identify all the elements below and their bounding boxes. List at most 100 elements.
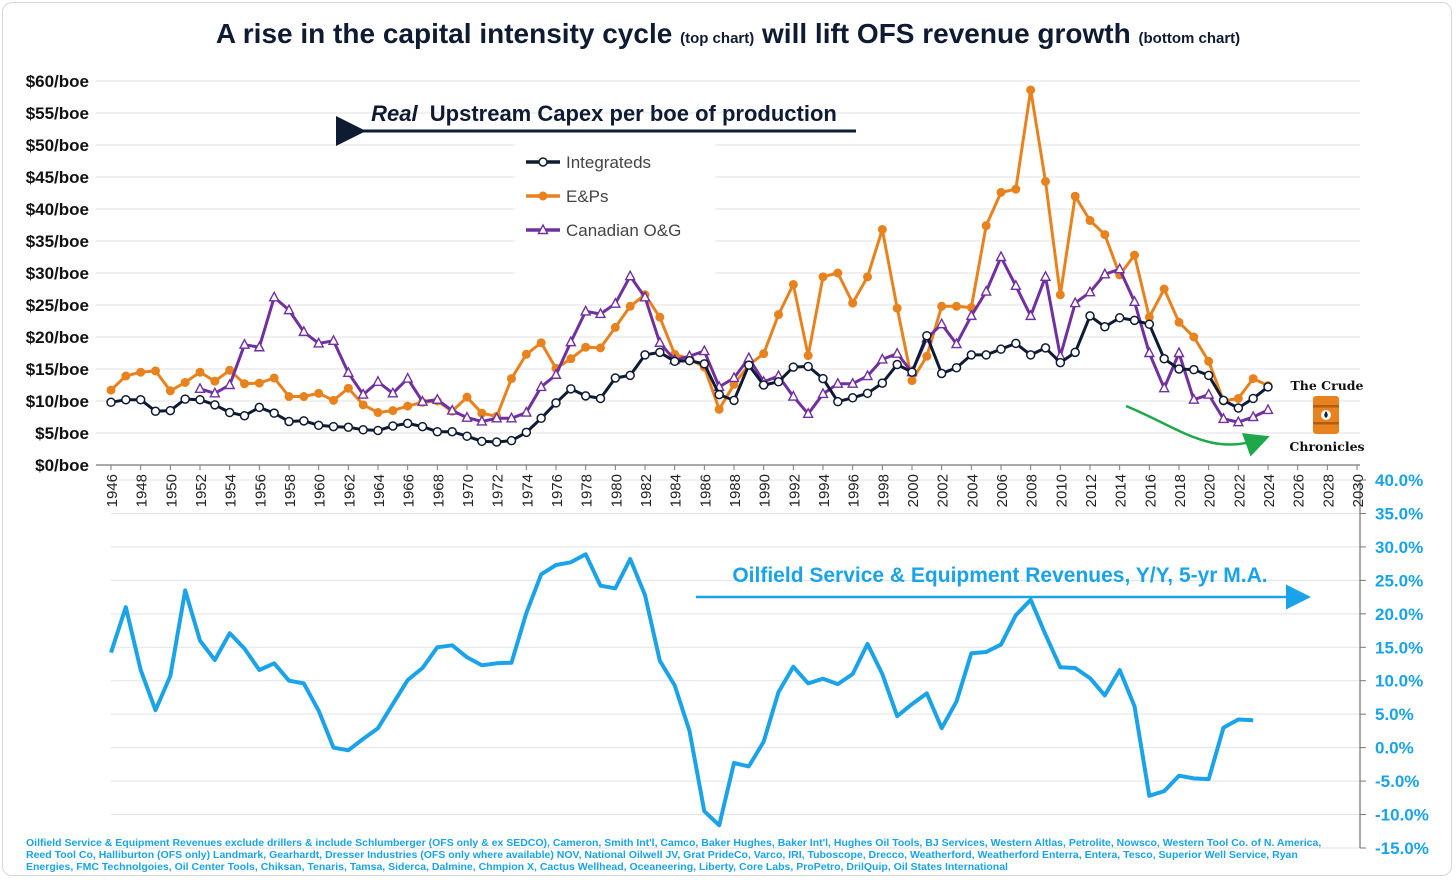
- data-point-integrateds: [1189, 364, 1199, 375]
- top-x-tick-label: 1984: [668, 474, 685, 507]
- top-x-tick-label: 2018: [1172, 474, 1189, 507]
- data-point-e-ps: [774, 310, 783, 320]
- top-y-tick-label: $55/boe: [26, 104, 89, 123]
- data-point-e-ps: [937, 301, 947, 311]
- data-point-integrateds: [744, 360, 754, 370]
- data-point-e-ps: [818, 272, 828, 282]
- top-y-tick-label: $20/boe: [26, 328, 89, 347]
- data-point-e-ps: [299, 392, 309, 402]
- bottom-gridlines: [111, 479, 1360, 849]
- data-point-e-ps: [566, 354, 576, 364]
- data-point-integrateds: [358, 425, 368, 435]
- data-point-integrateds: [417, 421, 428, 432]
- data-point-integrateds: [996, 344, 1006, 354]
- data-point-integrateds: [1085, 311, 1095, 321]
- data-point-e-ps: [759, 349, 769, 359]
- data-point-canadian-o-g: [565, 335, 577, 347]
- data-point-integrateds: [343, 422, 354, 432]
- data-point-integrateds: [521, 427, 532, 438]
- top-x-tick-label: 1966: [401, 474, 418, 507]
- top-y-tick-label: $15/boe: [26, 360, 89, 379]
- data-point-integrateds: [180, 394, 190, 404]
- data-point-integrateds: [907, 367, 917, 377]
- top-x-tick-labels: 1946 1948 1950 1952 1954 1956 1958 1960 1962 1964…: [104, 465, 1367, 507]
- bottom-y-tick-label: -15.0%: [1375, 839, 1429, 858]
- data-point-integrateds: [714, 389, 724, 400]
- data-point-canadian-o-g: [965, 309, 977, 321]
- title-part1-note: (top chart): [680, 30, 755, 47]
- data-point-e-ps: [581, 342, 591, 352]
- data-point-canadian-o-g: [1262, 403, 1274, 415]
- data-point-canadian-o-g: [431, 393, 443, 404]
- data-point-canadian-o-g: [342, 366, 354, 378]
- logo-line2: Chronicles: [1289, 439, 1365, 454]
- data-point-integrateds: [833, 396, 843, 407]
- data-point-e-ps: [314, 388, 324, 398]
- top-x-tick-label: 1986: [697, 474, 714, 507]
- data-point-e-ps: [240, 379, 249, 389]
- series-line-ofs-revenues: [109, 552, 1254, 828]
- data-point-canadian-o-g: [194, 382, 206, 394]
- top-x-tick-label: 2024: [1261, 474, 1278, 507]
- data-point-integrateds: [669, 356, 680, 367]
- top-x-tick-label: 1992: [786, 474, 803, 507]
- data-point-e-ps: [863, 272, 872, 282]
- data-point-canadian-o-g: [1173, 346, 1185, 358]
- data-point-e-ps: [254, 378, 264, 388]
- data-point-canadian-o-g: [624, 269, 636, 281]
- top-x-tick-label: 1954: [223, 474, 240, 507]
- data-point-integrateds: [877, 378, 888, 388]
- data-point-canadian-o-g: [461, 411, 473, 422]
- logo-line1: The Crude: [1290, 378, 1364, 393]
- data-point-canadian-o-g: [639, 290, 651, 302]
- data-point-integrateds: [595, 393, 606, 404]
- data-point-canadian-o-g: [1010, 279, 1022, 290]
- data-point-e-ps: [536, 338, 546, 348]
- data-point-e-ps: [714, 404, 724, 414]
- data-point-e-ps: [121, 371, 131, 381]
- top-x-tick-label: 2026: [1291, 474, 1308, 507]
- data-point-e-ps: [1159, 284, 1169, 294]
- data-point-canadian-o-g: [298, 325, 310, 337]
- top-x-tick-label: 2008: [1024, 474, 1041, 507]
- data-point-canadian-o-g: [936, 317, 948, 329]
- data-point-e-ps: [892, 303, 902, 313]
- bottom-y-tick-label: 10.0%: [1375, 672, 1423, 691]
- data-point-integrateds: [818, 373, 828, 384]
- data-point-e-ps: [343, 383, 353, 393]
- data-point-canadian-o-g: [238, 338, 251, 349]
- data-point-integrateds: [729, 395, 739, 406]
- data-point-canadian-o-g: [1247, 410, 1259, 422]
- data-point-e-ps: [225, 365, 235, 375]
- data-point-integrateds: [1203, 370, 1214, 381]
- data-point-e-ps: [1070, 191, 1080, 201]
- data-point-integrateds: [402, 418, 413, 429]
- bottom-y-tick-label: 5.0%: [1375, 705, 1414, 724]
- top-x-tick-label: 1970: [460, 474, 477, 507]
- data-point-integrateds: [892, 359, 902, 370]
- data-point-e-ps: [329, 395, 338, 405]
- data-point-integrateds: [135, 394, 146, 405]
- data-point-e-ps: [952, 301, 961, 311]
- data-point-e-ps: [1233, 393, 1243, 403]
- top-y-tick-label: $5/boe: [35, 424, 89, 443]
- top-x-tick-label: 1976: [549, 474, 566, 507]
- data-point-e-ps: [1085, 216, 1095, 226]
- data-point-canadian-o-g: [995, 250, 1007, 262]
- data-point-integrateds: [254, 402, 265, 413]
- data-point-canadian-o-g: [1158, 381, 1170, 393]
- top-y-tick-label: $40/boe: [26, 200, 89, 219]
- bottom-y-tick-label: 35.0%: [1375, 504, 1423, 523]
- data-point-canadian-o-g: [253, 340, 265, 352]
- data-point-integrateds: [580, 391, 591, 401]
- data-point-integrateds: [1070, 347, 1080, 358]
- data-point-integrateds: [373, 425, 383, 436]
- data-point-integrateds: [966, 350, 977, 360]
- data-point-integrateds: [566, 384, 576, 394]
- data-point-canadian-o-g: [1069, 296, 1081, 308]
- bottom-annotation: Oilfield Service & Equipment Revenues, Y…: [732, 564, 1267, 587]
- series-layer: [106, 85, 1274, 828]
- data-point-integrateds: [551, 398, 561, 408]
